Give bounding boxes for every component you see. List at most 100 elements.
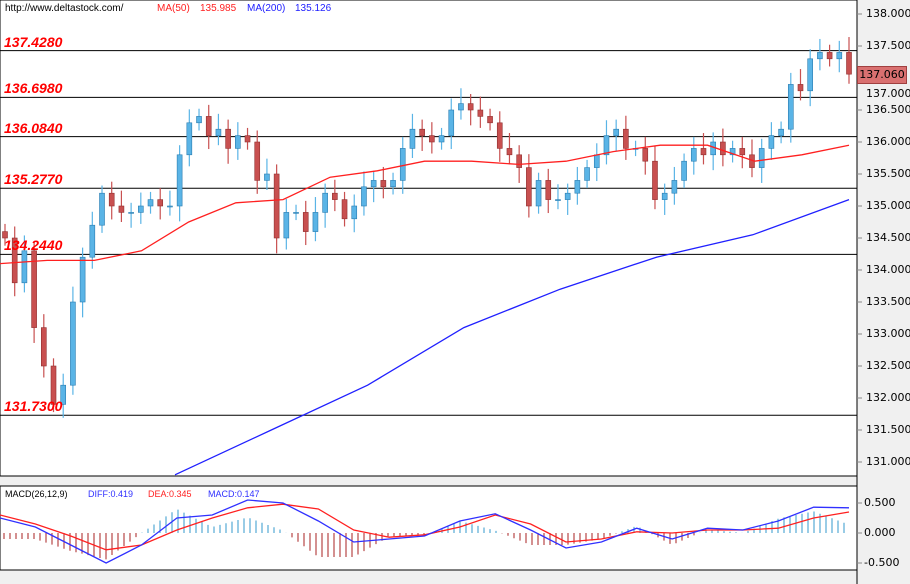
candle-body xyxy=(477,109,484,117)
candle-body xyxy=(671,180,678,194)
candle-body xyxy=(652,160,658,200)
candle-body xyxy=(768,135,775,149)
candle-body xyxy=(574,180,581,194)
candle-body xyxy=(215,128,222,136)
macd-value: MACD:0.147 xyxy=(208,489,260,499)
candle-body xyxy=(448,109,455,136)
candle-body xyxy=(409,128,416,149)
candle-body xyxy=(283,212,290,239)
candle-body xyxy=(380,180,387,188)
candle-body xyxy=(458,103,464,111)
candle-body xyxy=(11,237,18,284)
candle-body xyxy=(254,141,261,181)
candle-body xyxy=(623,128,629,149)
candle-body xyxy=(429,135,435,143)
candle-body xyxy=(205,116,212,136)
y-tick-label: 132.000 xyxy=(866,391,910,404)
candle-body xyxy=(564,192,571,200)
candle-body xyxy=(361,186,367,207)
price-panel xyxy=(0,0,858,477)
candle-body xyxy=(555,199,561,201)
candle-body xyxy=(60,384,67,405)
candle-body xyxy=(642,148,649,162)
candle-body xyxy=(273,173,280,239)
candle-body xyxy=(797,84,804,92)
macd-tick-label: 0.500 xyxy=(864,496,896,509)
candle-body xyxy=(31,250,37,328)
candle-body xyxy=(99,192,105,226)
y-tick-label: 131.500 xyxy=(866,423,910,436)
candle-body xyxy=(739,148,746,156)
y-tick-label: 132.500 xyxy=(866,359,910,372)
candle-body xyxy=(720,141,726,156)
ma200-label: MA(200) xyxy=(247,3,286,14)
candle-body xyxy=(826,52,833,60)
candle-body xyxy=(526,167,532,207)
candle-body xyxy=(50,365,57,405)
candle-body xyxy=(235,135,241,149)
candle-body xyxy=(186,122,193,156)
ma200-line xyxy=(174,198,850,476)
y-tick-label: 136.500 xyxy=(866,103,910,116)
candle-body xyxy=(603,135,610,156)
y-tick-label: 134.000 xyxy=(866,263,910,276)
macd-tick-label: -0.500 xyxy=(864,556,900,569)
candle-body xyxy=(118,205,125,213)
y-tick-label: 135.500 xyxy=(866,167,910,180)
y-tick-label: 136.000 xyxy=(866,135,910,148)
diff-line xyxy=(0,499,850,564)
candle-body xyxy=(700,148,707,156)
level-label: 136.6980 xyxy=(4,80,63,97)
macd-dea: DEA:0.345 xyxy=(148,489,192,499)
candle-body xyxy=(593,154,600,168)
candle-body xyxy=(846,52,852,75)
source-url: http://www.deltastock.com/ xyxy=(5,3,124,14)
candle-body xyxy=(778,128,784,136)
y-tick-label: 134.500 xyxy=(866,231,910,244)
y-tick-label: 133.000 xyxy=(866,327,910,340)
candle-body xyxy=(438,135,445,143)
y-tick-label: 138.000 xyxy=(866,7,910,20)
candle-body xyxy=(729,148,736,156)
candle-body xyxy=(787,84,794,130)
candle-body xyxy=(147,199,154,207)
candle-body xyxy=(584,167,590,181)
current-price-label: 137.060 xyxy=(857,66,907,84)
candle-body xyxy=(516,154,522,168)
candle-body xyxy=(613,128,619,136)
candle-body xyxy=(128,212,134,214)
candle-body xyxy=(264,173,270,181)
macd-title: MACD(26,12,9) xyxy=(5,489,68,499)
candle-body xyxy=(302,212,309,232)
y-tick-label: 133.500 xyxy=(866,295,910,308)
level-label: 134.2440 xyxy=(4,237,63,254)
candle-body xyxy=(807,58,813,92)
candle-body xyxy=(196,116,202,124)
candle-body xyxy=(244,135,251,143)
macd-tick-label: 0.000 xyxy=(864,526,896,539)
candle-body xyxy=(535,180,542,207)
y-tick-label: 135.000 xyxy=(866,199,910,212)
candle-body xyxy=(21,250,28,284)
candle-body xyxy=(817,52,823,60)
candle-body xyxy=(370,180,377,188)
candle-body xyxy=(496,122,503,149)
level-label: 131.7300 xyxy=(4,398,63,415)
candle-body xyxy=(70,301,76,386)
candle-body xyxy=(690,148,697,162)
level-label: 135.2770 xyxy=(4,171,63,188)
y-tick-label: 137.000 xyxy=(866,87,910,100)
ma200-value: 135.126 xyxy=(295,3,332,14)
candle-body xyxy=(167,205,173,208)
ma50-line xyxy=(0,144,850,265)
candle-body xyxy=(2,231,8,239)
candle-body xyxy=(312,212,319,232)
ma50-value: 135.985 xyxy=(200,3,237,14)
candle-body xyxy=(399,148,406,181)
candle-body xyxy=(341,199,348,220)
candle-body xyxy=(89,224,96,258)
candle-body xyxy=(487,116,493,124)
level-label: 137.4280 xyxy=(4,33,63,50)
y-tick-label: 137.500 xyxy=(866,39,910,52)
